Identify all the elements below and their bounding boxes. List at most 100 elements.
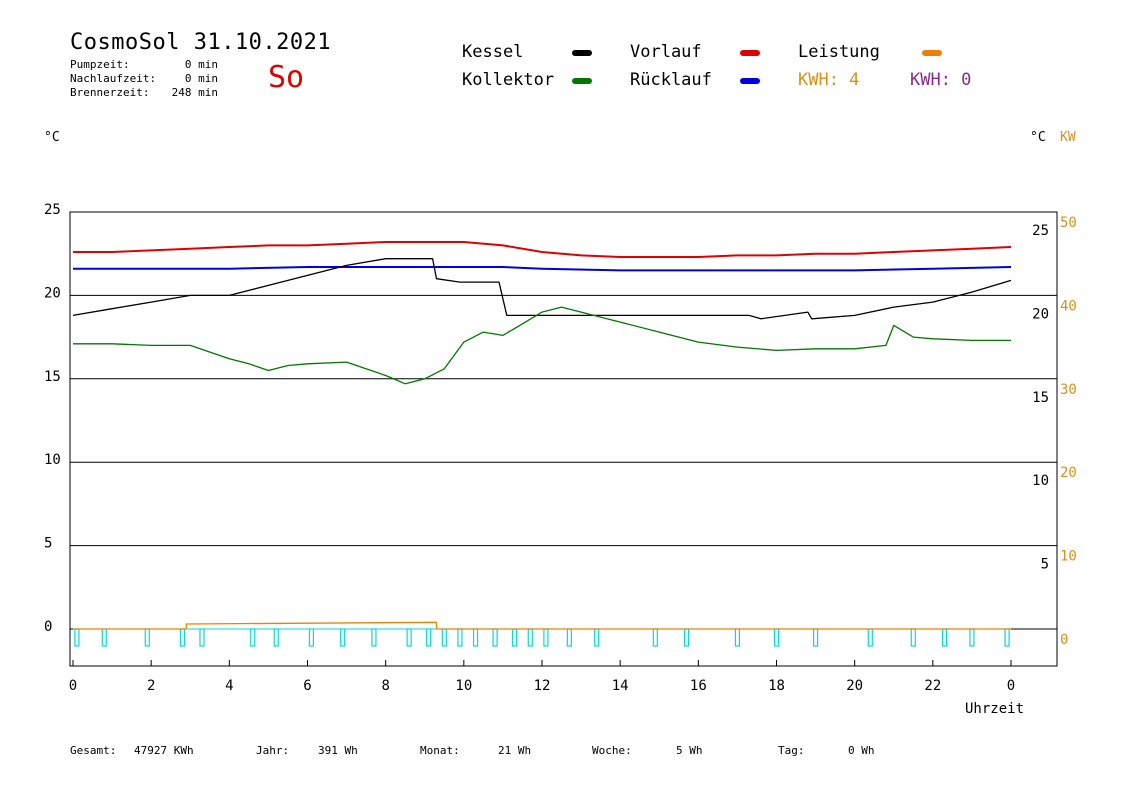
day-of-week: So	[268, 60, 305, 95]
pump-marker	[441, 628, 447, 647]
x-tick-label: 14	[612, 678, 629, 694]
footer-tag-label: Tag:	[778, 744, 805, 757]
x-tick-label: 10	[455, 678, 472, 694]
legend-swatch-kessel	[572, 50, 592, 56]
x-tick-label: 8	[381, 678, 389, 694]
pump-marker	[371, 628, 377, 647]
footer-tag-value: 0 Wh	[848, 744, 875, 757]
footer-woche-value: 5 Wh	[676, 744, 703, 757]
series-line-kessel	[72, 258, 1012, 320]
stat-brennerzeit-value: 248 min	[171, 86, 218, 99]
stat-nachlaufzeit-value: 0 min	[184, 72, 218, 85]
y-right-kw-tick-label: 50	[1060, 215, 1077, 231]
series-line-kollektor	[73, 306, 1011, 385]
y-left-tick-label: 10	[44, 452, 61, 468]
right-axis-unit-c: °C	[1030, 130, 1046, 145]
pump-marker	[543, 628, 549, 647]
legend-label-kessel: Kessel	[462, 42, 524, 62]
x-tick-label: 6	[303, 678, 311, 694]
chart-title: CosmoSol 31.10.2021	[70, 30, 332, 55]
y-right-kw-tick-label: 30	[1060, 382, 1077, 398]
stat-brennerzeit-label: Brennerzeit:	[70, 86, 150, 99]
x-tick-label: 0	[69, 678, 77, 694]
pump-marker	[179, 628, 186, 647]
legend-label-vorlauf: Vorlauf	[630, 42, 702, 62]
x-tick-label: 22	[924, 678, 941, 694]
pump-marker	[492, 628, 498, 647]
footer-woche-label: Woche:	[592, 744, 632, 757]
pump-marker	[406, 628, 412, 647]
pump-marker	[250, 628, 256, 647]
x-tick-label: 12	[534, 678, 551, 694]
x-tick-label: 18	[768, 678, 785, 694]
legend-swatch-kollektor	[572, 78, 592, 84]
footer-jahr-value: 391 Wh	[318, 744, 358, 757]
pump-marker	[566, 628, 572, 647]
pump-marker	[457, 628, 463, 647]
y-right-kw-tick-label: 0	[1060, 632, 1068, 648]
footer-gesamt-label: Gesamt:	[70, 744, 117, 757]
series-line-vorlauf	[73, 241, 1012, 258]
y-right-c-tick-label: 5	[1041, 557, 1049, 573]
pump-marker	[101, 628, 107, 647]
pump-marker	[969, 628, 975, 647]
y-right-c-tick-label: 20	[1032, 306, 1049, 322]
legend-swatch-leistung	[922, 50, 942, 56]
pump-marker	[910, 628, 916, 647]
legend-kwh-orange: KWH: 4	[798, 70, 860, 90]
x-tick-label: 0	[1007, 678, 1015, 694]
pump-marker	[734, 628, 741, 647]
right-axis-unit-kw: KW	[1060, 130, 1076, 145]
series-line-leistung	[73, 621, 1011, 630]
left-axis-unit: °C	[44, 130, 60, 145]
pump-marker	[684, 628, 690, 647]
pump-marker	[74, 628, 80, 647]
pump-marker	[199, 628, 205, 647]
x-tick-label: 4	[225, 678, 233, 694]
footer-monat-value: 21 Wh	[498, 744, 532, 757]
y-left-tick-label: 5	[44, 536, 52, 552]
pump-marker	[773, 628, 780, 647]
legend-swatch-ruecklauf	[740, 78, 760, 84]
legend-kwh-purple: KWH: 0	[910, 70, 972, 90]
x-tick-label: 16	[690, 678, 707, 694]
y-right-c-tick-label: 10	[1032, 473, 1049, 489]
pump-marker	[867, 628, 873, 647]
y-left-tick-label: 20	[44, 285, 61, 301]
pump-marker	[144, 628, 150, 647]
pump-marker	[1004, 628, 1010, 647]
footer-jahr-label: Jahr:	[256, 744, 290, 757]
pump-marker	[812, 628, 819, 647]
pump-marker	[308, 628, 315, 647]
pump-marker	[273, 628, 279, 647]
y-right-c-tick-label: 25	[1032, 223, 1049, 239]
pump-marker	[941, 628, 948, 647]
x-tick-label: 2	[147, 678, 155, 694]
legend-label-kollektor: Kollektor	[462, 70, 555, 90]
pump-marker	[594, 628, 600, 647]
footer-gesamt-value: 47927 KWh	[134, 744, 194, 757]
y-right-kw-tick-label: 40	[1060, 298, 1077, 314]
pump-marker	[472, 628, 479, 647]
y-right-c-tick-label: 15	[1032, 390, 1049, 406]
stat-pumpzeit-value: 0 min	[184, 58, 218, 71]
pump-marker	[340, 628, 346, 647]
pump-marker	[512, 628, 518, 647]
x-axis-label: Uhrzeit	[965, 701, 1025, 717]
y-right-kw-tick-label: 10	[1060, 549, 1077, 565]
plot-frame	[69, 211, 1058, 667]
pump-marker	[652, 628, 658, 647]
stat-nachlaufzeit-label: Nachlaufzeit:	[70, 72, 157, 85]
series-line-ruecklauf	[73, 266, 1012, 272]
legend-label-leistung: Leistung	[798, 42, 880, 62]
y-left-tick-label: 15	[44, 369, 61, 385]
pump-marker	[426, 628, 432, 647]
pump-marker	[527, 628, 533, 647]
y-left-tick-label: 25	[44, 202, 61, 218]
legend-swatch-vorlauf	[740, 50, 760, 56]
x-tick-label: 20	[846, 678, 863, 694]
y-left-tick-label: 0	[44, 619, 52, 635]
stat-pumpzeit-label: Pumpzeit:	[70, 58, 130, 71]
footer-monat-label: Monat:	[420, 744, 460, 757]
